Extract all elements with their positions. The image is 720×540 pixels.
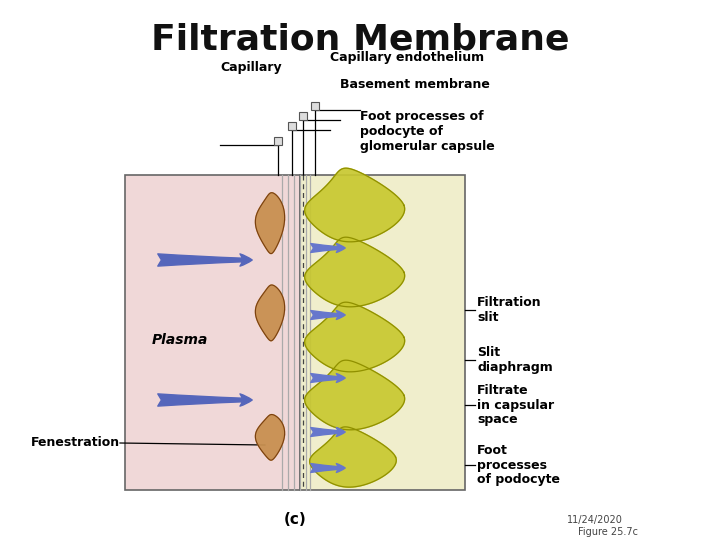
Bar [274, 137, 282, 145]
Polygon shape [256, 193, 284, 254]
Polygon shape [305, 237, 405, 307]
Text: Basement membrane: Basement membrane [340, 78, 490, 91]
Bar [288, 122, 296, 130]
Text: 11/24/2020: 11/24/2020 [567, 515, 623, 525]
Bar [299, 112, 307, 120]
Text: Fenestration: Fenestration [31, 436, 120, 449]
Text: (c): (c) [284, 512, 307, 528]
Polygon shape [305, 302, 405, 372]
Polygon shape [300, 175, 465, 490]
Polygon shape [305, 360, 405, 430]
Polygon shape [256, 415, 284, 460]
Polygon shape [125, 175, 300, 490]
Text: Filtrate
in capsular
space: Filtrate in capsular space [477, 383, 554, 427]
Text: Plasma: Plasma [152, 333, 208, 347]
Text: Figure 25.7c: Figure 25.7c [578, 527, 638, 537]
Polygon shape [310, 427, 396, 487]
Text: Foot
processes
of podocyte: Foot processes of podocyte [477, 443, 560, 487]
Text: Filtration
slit: Filtration slit [477, 296, 541, 324]
Text: Capillary: Capillary [220, 62, 282, 75]
Polygon shape [256, 285, 284, 341]
Bar [311, 102, 319, 110]
Text: Foot processes of
podocyte of
glomerular capsule: Foot processes of podocyte of glomerular… [360, 110, 495, 153]
Polygon shape [305, 168, 405, 242]
Text: Filtration Membrane: Filtration Membrane [150, 22, 570, 56]
Text: Capillary endothelium: Capillary endothelium [330, 51, 484, 64]
Text: Slit
diaphragm: Slit diaphragm [477, 346, 553, 374]
